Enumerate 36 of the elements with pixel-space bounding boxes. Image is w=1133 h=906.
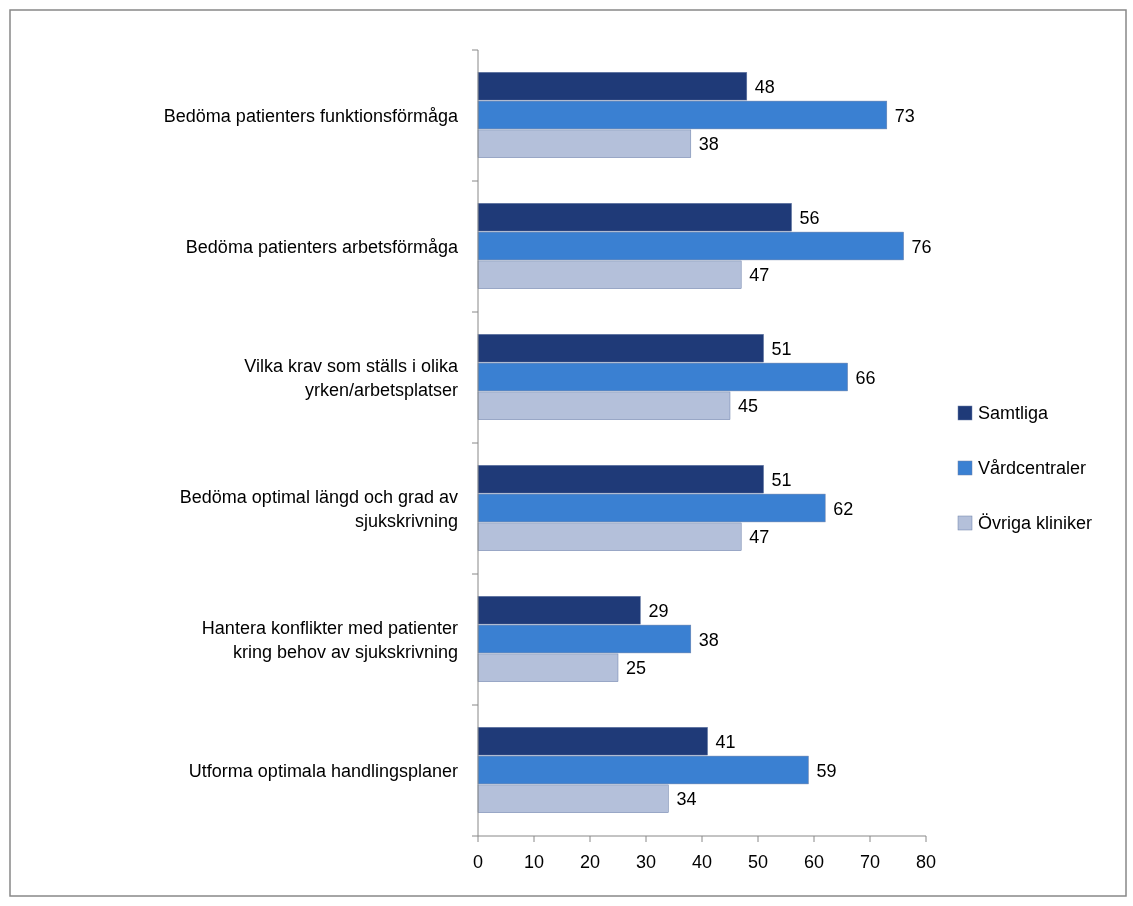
- data-label: 73: [894, 105, 915, 126]
- data-label: 56: [799, 207, 820, 228]
- data-label: 48: [754, 76, 775, 97]
- data-label: 76: [911, 236, 932, 257]
- x-tick-label: 80: [915, 852, 937, 872]
- legend-label: Övriga kliniker: [978, 513, 1093, 533]
- y-tick-label: Vilka krav som ställs i olika yrken/arbetsplatser: [244, 355, 459, 400]
- x-tick-label: 20: [579, 852, 601, 872]
- x-tick-label: 10: [523, 852, 545, 872]
- data-label: 59: [816, 760, 837, 781]
- data-label: 34: [676, 789, 697, 810]
- x-tick-label: 70: [859, 852, 881, 872]
- x-tick-label: 40: [691, 852, 713, 872]
- y-tick-label: Hantera konflikter med patienter kring behov av sjukskrivning: [201, 617, 458, 662]
- data-label: 62: [833, 498, 854, 519]
- x-tick-label: 0: [472, 852, 484, 872]
- x-tick-label: 30: [635, 852, 657, 872]
- x-tick-label: 60: [803, 852, 825, 872]
- y-tick-label: Bedöma patienters funktionsförmåga: [163, 105, 459, 126]
- data-label: 38: [698, 134, 719, 155]
- data-label: 66: [855, 367, 876, 388]
- y-tick-label: Bedöma optimal längd och grad av sjukskrivning: [179, 486, 458, 531]
- x-tick-label: 50: [747, 852, 769, 872]
- data-label: 47: [749, 527, 770, 548]
- legend-label: Vårdcentraler: [978, 458, 1087, 478]
- legend-label: Samtliga: [978, 403, 1050, 423]
- data-label: 29: [648, 600, 669, 621]
- data-label: 51: [771, 338, 792, 359]
- data-label: 45: [738, 396, 759, 417]
- data-label: 38: [698, 629, 719, 650]
- data-label: 25: [626, 658, 647, 679]
- data-label: 51: [771, 469, 792, 490]
- y-tick-label: Utforma optimala handlingsplaner: [188, 760, 458, 781]
- y-tick-label: Bedöma patienters arbetsförmåga: [185, 236, 459, 257]
- data-label: 47: [749, 265, 770, 286]
- data-label: 41: [715, 731, 736, 752]
